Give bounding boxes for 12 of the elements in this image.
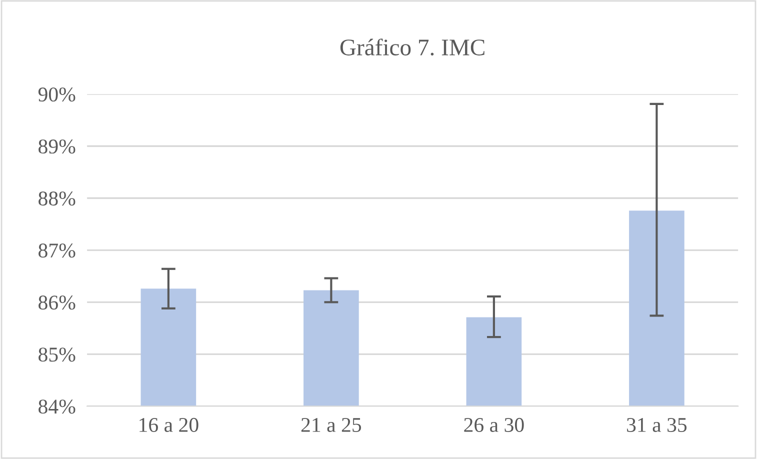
x-tick-label: 31 a 35	[627, 418, 687, 432]
y-tick-label: 90%	[38, 87, 76, 102]
y-tick-label: 87%	[38, 244, 76, 258]
y-tick-label: 86%	[38, 296, 76, 310]
x-tick-label: 16 a 20	[140, 418, 198, 432]
x-tick-label: 26 a 30	[464, 418, 524, 432]
y-tick-label: 84%	[38, 400, 76, 414]
chart-title: Gráfico 7. IMC	[340, 38, 484, 56]
y-tick-label: 89%	[38, 139, 76, 154]
y-tick-label: 88%	[38, 192, 76, 206]
y-tick-label: 85%	[38, 348, 76, 362]
x-tick-label: 21 a 25	[301, 418, 362, 432]
